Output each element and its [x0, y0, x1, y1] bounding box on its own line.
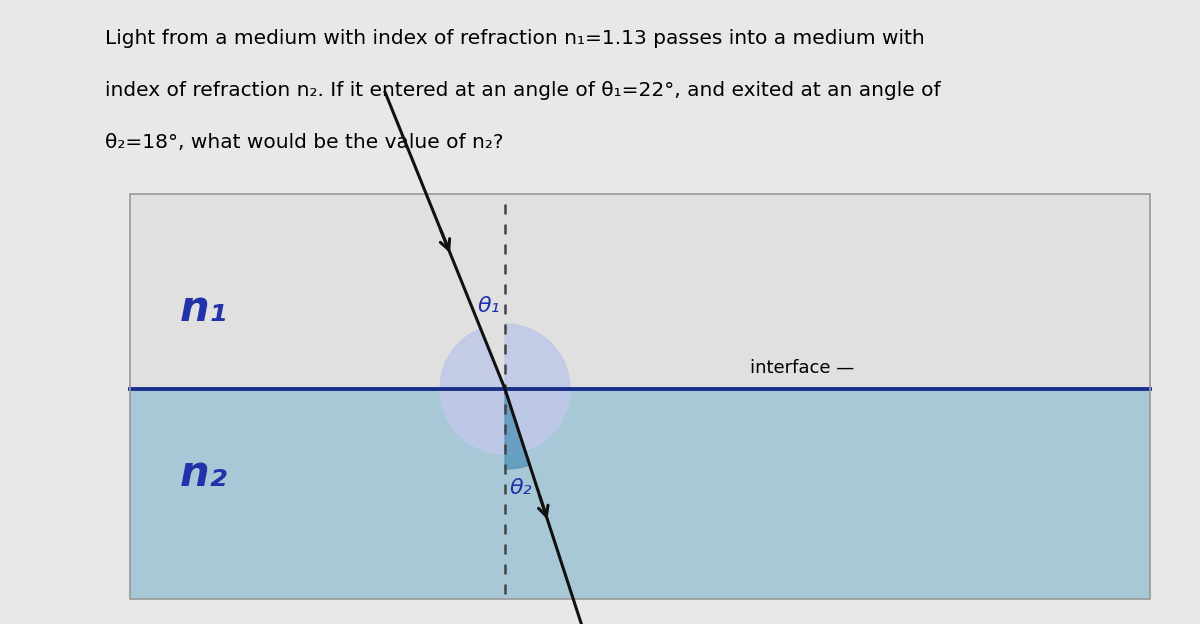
Text: n₂: n₂ [180, 453, 228, 495]
Bar [130, 389, 1150, 599]
Text: θ₁: θ₁ [478, 296, 500, 316]
Bar [130, 194, 1150, 389]
Text: θ₂=18°, what would be the value of n₂?: θ₂=18°, what would be the value of n₂? [106, 133, 504, 152]
Bar [130, 194, 1150, 599]
Wedge shape [440, 324, 570, 454]
Text: θ₂: θ₂ [509, 478, 532, 498]
Wedge shape [505, 389, 529, 469]
Text: interface —: interface — [750, 359, 854, 377]
Text: Light from a medium with index of refraction n₁=1.13 passes into a medium with: Light from a medium with index of refrac… [106, 29, 925, 48]
Text: index of refraction n₂. If it entered at an angle of θ₁=22°, and exited at an an: index of refraction n₂. If it entered at… [106, 81, 941, 100]
Text: n₁: n₁ [180, 288, 228, 330]
